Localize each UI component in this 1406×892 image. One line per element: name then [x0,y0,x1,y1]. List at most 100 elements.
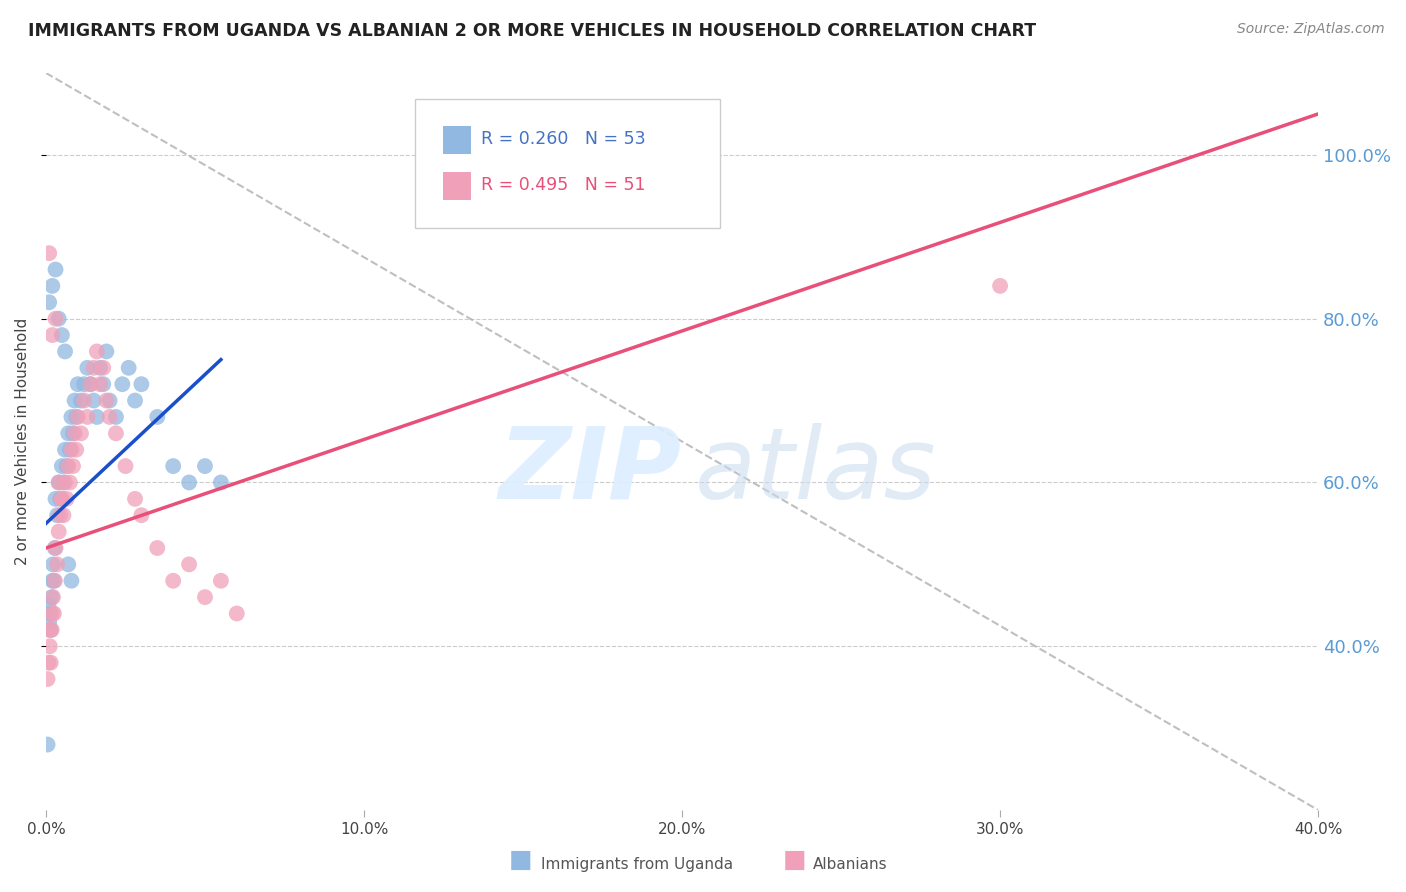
Point [48,311,70,326]
Point [38,623,60,637]
Point [70,393,93,408]
Point [89,360,111,375]
Point [41,607,63,621]
Point [177,475,200,490]
Point [62,459,84,474]
Point [162,459,184,474]
Point [209,574,232,588]
Point [44,574,66,588]
Point [58,558,80,572]
Point [42,574,65,588]
Point [38,615,60,629]
Point [41,574,63,588]
Point [39,623,62,637]
Point [44,262,66,277]
Point [38,656,60,670]
Point [124,491,146,506]
Point [63,393,86,408]
Point [66,409,89,424]
Point [59,442,82,457]
Point [42,607,65,621]
Point [38,640,60,654]
Point [58,459,80,474]
Point [49,491,72,506]
Point [60,442,83,457]
Point [46,558,69,572]
Point [51,491,73,506]
Point [73,393,96,408]
Point [209,475,232,490]
Point [83,360,105,375]
Point [38,295,60,310]
FancyBboxPatch shape [443,172,471,200]
Point [146,541,169,555]
Point [83,393,105,408]
Point [86,344,108,359]
Point [91,360,114,375]
Point [37,738,59,752]
Point [63,426,86,441]
Text: Immigrants from Uganda: Immigrants from Uganda [541,857,734,872]
Point [51,459,73,474]
Point [59,475,82,490]
Point [51,328,73,343]
Point [98,409,121,424]
Point [65,409,87,424]
Point [38,599,60,613]
Text: Albanians: Albanians [813,857,887,872]
Point [46,508,69,523]
Point [96,344,118,359]
Point [62,426,84,441]
Point [131,377,153,392]
Point [41,590,63,604]
Text: IMMIGRANTS FROM UGANDA VS ALBANIAN 2 OR MORE VEHICLES IN HOUSEHOLD CORRELATION C: IMMIGRANTS FROM UGANDA VS ALBANIAN 2 OR … [28,22,1036,40]
Point [53,475,76,490]
Point [118,360,141,375]
Point [131,508,153,523]
FancyBboxPatch shape [443,126,471,154]
Point [48,475,70,490]
Point [111,377,134,392]
Point [124,393,146,408]
Point [37,672,59,686]
Point [53,344,76,359]
Point [104,409,127,424]
Point [86,409,108,424]
Point [39,656,62,670]
Point [42,558,65,572]
Point [114,459,136,474]
Point [89,377,111,392]
Point [52,508,75,523]
Point [55,459,77,474]
Y-axis label: 2 or more Vehicles in Household: 2 or more Vehicles in Household [15,318,30,566]
Text: R = 0.260   N = 53: R = 0.260 N = 53 [481,130,645,148]
Point [194,590,217,604]
Point [146,409,169,424]
Point [44,541,66,555]
Point [73,377,96,392]
Point [49,508,72,523]
Point [44,541,66,555]
Point [96,393,118,408]
Point [41,623,63,637]
Point [76,360,98,375]
Text: ZIP: ZIP [499,423,682,519]
Point [76,409,98,424]
Point [48,475,70,490]
Point [60,409,83,424]
Point [162,574,184,588]
Point [44,311,66,326]
Point [79,377,101,392]
Point [65,442,87,457]
Point [51,491,73,506]
Point [52,475,75,490]
Text: R = 0.495   N = 51: R = 0.495 N = 51 [481,176,645,194]
Point [44,491,66,506]
Text: Source: ZipAtlas.com: Source: ZipAtlas.com [1237,22,1385,37]
Point [66,377,89,392]
Point [225,607,247,621]
Text: ■: ■ [509,848,531,872]
Text: atlas: atlas [695,423,936,519]
Point [48,524,70,539]
FancyBboxPatch shape [415,99,720,227]
